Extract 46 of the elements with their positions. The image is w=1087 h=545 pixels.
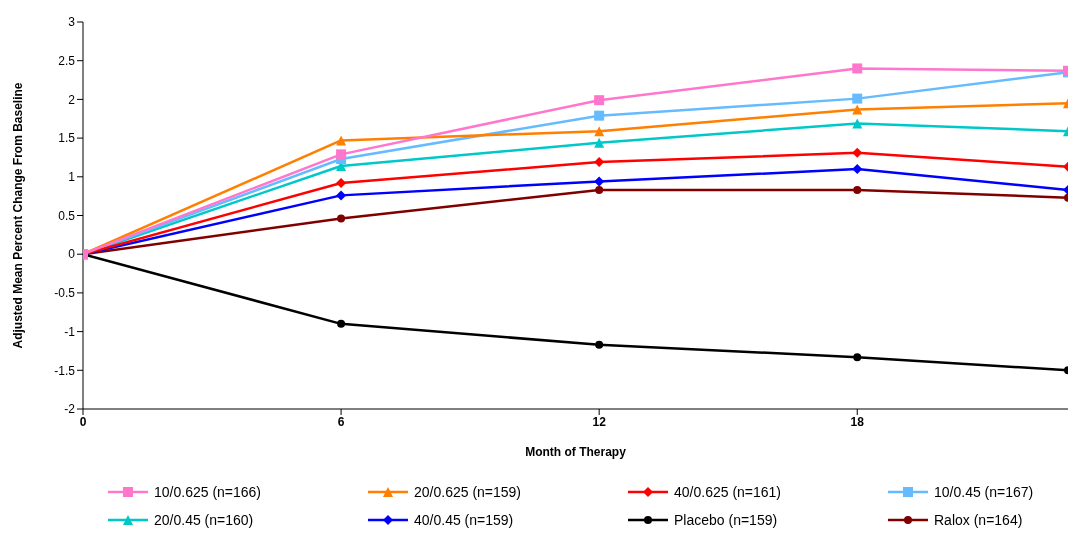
point <box>852 118 863 129</box>
legend-label: 20/0.45 (n=160) <box>154 512 254 528</box>
y-tick-label: 3 <box>68 15 76 30</box>
x-tick-label: 18 <box>850 414 865 429</box>
legend-label: Ralox (n=164) <box>934 512 1023 528</box>
point <box>595 340 604 349</box>
point <box>336 149 347 160</box>
point <box>853 353 862 362</box>
y-tick-label: 2 <box>68 92 76 107</box>
x-tick-label: 12 <box>592 414 607 429</box>
legend-label: Placebo (n=159) <box>674 512 778 528</box>
point <box>852 147 863 158</box>
legend-label: 40/0.45 (n=159) <box>414 512 514 528</box>
y-tick-label: 0.5 <box>58 208 76 223</box>
point <box>594 110 605 121</box>
legend-label: 40/0.625 (n=161) <box>674 484 782 500</box>
point <box>853 185 862 194</box>
point <box>337 214 346 223</box>
x-tick-label: 0 <box>79 414 87 429</box>
y-tick-label: 2.5 <box>58 53 76 68</box>
point <box>594 176 605 187</box>
legend-label: 10/0.45 (n=167) <box>934 484 1034 500</box>
point <box>337 319 346 328</box>
x-axis-title: Month of Therapy <box>525 445 627 459</box>
y-tick-label: 0 <box>68 247 76 262</box>
point <box>852 104 863 115</box>
point <box>594 95 605 106</box>
point <box>852 93 863 104</box>
point <box>595 185 604 194</box>
y-tick-label: 1 <box>68 170 76 185</box>
y-tick-label: -1.5 <box>54 363 76 378</box>
point <box>594 137 605 148</box>
point <box>336 177 347 188</box>
point <box>336 135 347 146</box>
y-axis-title: Adjusted Mean Percent Change From Baseline <box>11 82 26 349</box>
y-tick-label: -0.5 <box>54 286 76 301</box>
legend-label: 10/0.625 (n=166) <box>154 484 262 500</box>
legend-label: 20/0.625 (n=159) <box>414 484 522 500</box>
point <box>852 164 863 175</box>
point <box>594 126 605 137</box>
y-tick-label: -1 <box>64 324 76 339</box>
y-tick-label: -2 <box>64 402 76 417</box>
x-tick-label: 6 <box>337 414 345 429</box>
y-tick-label: 1.5 <box>58 131 76 146</box>
point <box>336 190 347 201</box>
point <box>852 63 863 74</box>
